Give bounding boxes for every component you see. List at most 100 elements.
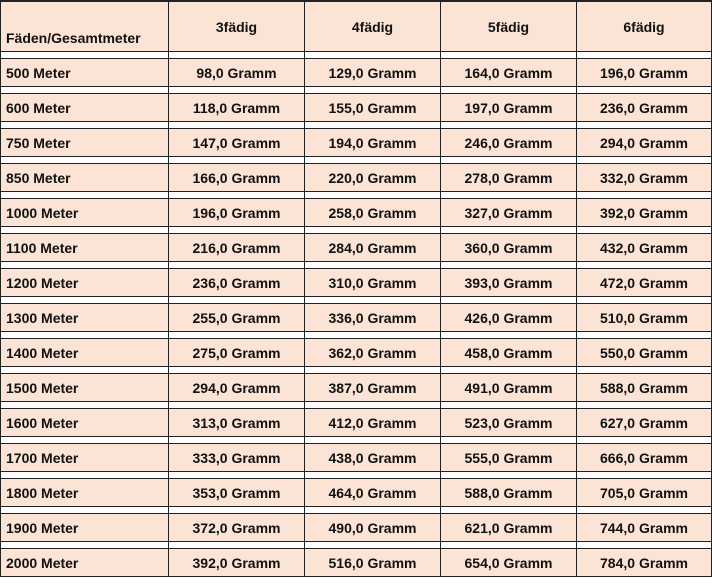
- weight-cell: 118,0 Gramm: [168, 94, 305, 122]
- separator-cell: [440, 367, 577, 374]
- weight-cell: 438,0 Gramm: [304, 444, 441, 472]
- separator-cell: [304, 122, 441, 129]
- weight-cell: 236,0 Gramm: [168, 269, 305, 297]
- separator-cell: [440, 262, 577, 269]
- separator-cell: [0, 332, 169, 339]
- weight-cell: 236,0 Gramm: [576, 94, 712, 122]
- weight-cell: 472,0 Gramm: [576, 269, 712, 297]
- table-row: 1800 Meter 353,0 Gramm 464,0 Gramm 588,0 Gr…: [0, 479, 712, 507]
- weight-cell: 197,0 Gramm: [440, 94, 577, 122]
- weight-cell: 294,0 Gramm: [168, 374, 305, 402]
- weight-cell: 313,0 Gramm: [168, 409, 305, 437]
- weight-cell: 555,0 Gramm: [440, 444, 577, 472]
- separator-cell: [576, 332, 712, 339]
- separator-cell: [440, 227, 577, 234]
- separator-cell: [304, 262, 441, 269]
- separator-cell: [304, 297, 441, 304]
- separator-cell: [0, 52, 169, 59]
- row-separator: [0, 297, 712, 304]
- table-row: 1000 Meter 196,0 Gramm 258,0 Gramm 327,0 Gr…: [0, 199, 712, 227]
- separator-cell: [168, 332, 305, 339]
- separator-cell: [0, 157, 169, 164]
- separator-cell: [304, 227, 441, 234]
- weight-cell: 336,0 Gramm: [304, 304, 441, 332]
- separator-cell: [304, 472, 441, 479]
- row-separator: [0, 192, 712, 199]
- separator-cell: [168, 507, 305, 514]
- separator-cell: [440, 52, 577, 59]
- separator-cell: [576, 437, 712, 444]
- weight-cell: 353,0 Gramm: [168, 479, 305, 507]
- weight-cell: 164,0 Gramm: [440, 59, 577, 87]
- length-cell: 500 Meter: [0, 59, 169, 87]
- row-separator: [0, 52, 712, 59]
- separator-cell: [576, 297, 712, 304]
- weight-cell: 705,0 Gramm: [576, 479, 712, 507]
- separator-cell: [576, 157, 712, 164]
- separator-cell: [0, 297, 169, 304]
- weight-cell: 426,0 Gramm: [440, 304, 577, 332]
- length-cell: 600 Meter: [0, 94, 169, 122]
- separator-cell: [0, 507, 169, 514]
- weight-cell: 392,0 Gramm: [168, 549, 305, 577]
- weight-cell: 523,0 Gramm: [440, 409, 577, 437]
- weight-cell: 393,0 Gramm: [440, 269, 577, 297]
- separator-cell: [576, 87, 712, 94]
- row-separator: [0, 227, 712, 234]
- length-cell: 1700 Meter: [0, 444, 169, 472]
- separator-cell: [0, 227, 169, 234]
- separator-cell: [304, 402, 441, 409]
- weight-cell: 458,0 Gramm: [440, 339, 577, 367]
- separator-cell: [576, 367, 712, 374]
- weight-cell: 294,0 Gramm: [576, 129, 712, 157]
- weight-cell: 432,0 Gramm: [576, 234, 712, 262]
- separator-cell: [576, 472, 712, 479]
- length-cell: 1300 Meter: [0, 304, 169, 332]
- weight-cell: 464,0 Gramm: [304, 479, 441, 507]
- separator-cell: [440, 402, 577, 409]
- weight-cell: 98,0 Gramm: [168, 59, 305, 87]
- separator-cell: [304, 157, 441, 164]
- separator-cell: [168, 192, 305, 199]
- row-separator: [0, 542, 712, 549]
- separator-cell: [168, 437, 305, 444]
- separator-cell: [168, 297, 305, 304]
- weight-cell: 550,0 Gramm: [576, 339, 712, 367]
- row-separator: [0, 402, 712, 409]
- table-row: 600 Meter 118,0 Gramm 155,0 Gramm 197,0 Gra…: [0, 94, 712, 122]
- separator-cell: [440, 87, 577, 94]
- length-cell: 1400 Meter: [0, 339, 169, 367]
- row-separator: [0, 87, 712, 94]
- length-cell: 1500 Meter: [0, 374, 169, 402]
- table-row: 1200 Meter 236,0 Gramm 310,0 Gramm 393,0 Gr…: [0, 269, 712, 297]
- weight-cell: 275,0 Gramm: [168, 339, 305, 367]
- separator-cell: [304, 367, 441, 374]
- separator-cell: [304, 437, 441, 444]
- row-separator: [0, 332, 712, 339]
- separator-cell: [576, 262, 712, 269]
- separator-cell: [168, 367, 305, 374]
- table-row: 1400 Meter 275,0 Gramm 362,0 Gramm 458,0 Gr…: [0, 339, 712, 367]
- weight-cell: 627,0 Gramm: [576, 409, 712, 437]
- weight-cell: 216,0 Gramm: [168, 234, 305, 262]
- separator-cell: [440, 472, 577, 479]
- weight-cell: 654,0 Gramm: [440, 549, 577, 577]
- row-separator: [0, 437, 712, 444]
- table-row: 1500 Meter 294,0 Gramm 387,0 Gramm 491,0 Gr…: [0, 374, 712, 402]
- separator-cell: [304, 192, 441, 199]
- separator-cell: [440, 157, 577, 164]
- weight-cell: 510,0 Gramm: [576, 304, 712, 332]
- separator-cell: [440, 192, 577, 199]
- weight-cell: 516,0 Gramm: [304, 549, 441, 577]
- separator-cell: [304, 87, 441, 94]
- separator-cell: [440, 507, 577, 514]
- separator-cell: [304, 507, 441, 514]
- separator-cell: [576, 192, 712, 199]
- weight-cell: 129,0 Gramm: [304, 59, 441, 87]
- weight-cell: 666,0 Gramm: [576, 444, 712, 472]
- separator-cell: [304, 332, 441, 339]
- separator-cell: [440, 437, 577, 444]
- separator-cell: [304, 542, 441, 549]
- weight-cell: 588,0 Gramm: [440, 479, 577, 507]
